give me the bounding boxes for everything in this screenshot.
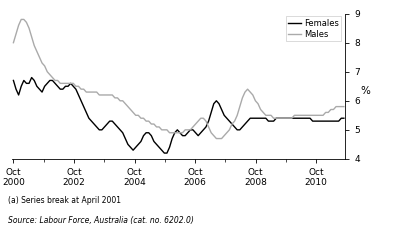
Males bbox=[136, 114, 141, 117]
Males bbox=[300, 114, 304, 117]
Females bbox=[29, 76, 34, 79]
Text: Source: Labour Force, Australia (cat. no. 6202.0): Source: Labour Force, Australia (cat. no… bbox=[8, 216, 194, 225]
Males bbox=[94, 91, 99, 94]
Females bbox=[162, 152, 167, 154]
Females bbox=[188, 128, 193, 131]
Females bbox=[331, 120, 336, 123]
Females bbox=[11, 79, 16, 82]
Males bbox=[149, 123, 154, 125]
Males bbox=[185, 128, 190, 131]
Females bbox=[149, 134, 154, 137]
Line: Females: Females bbox=[13, 78, 344, 153]
Females bbox=[94, 126, 99, 128]
Males bbox=[214, 137, 219, 140]
Females bbox=[341, 117, 346, 120]
Line: Males: Males bbox=[13, 20, 344, 138]
Females bbox=[300, 117, 304, 120]
Males bbox=[11, 41, 16, 44]
Text: (a) Series break at April 2001: (a) Series break at April 2001 bbox=[8, 196, 121, 205]
Males bbox=[341, 105, 346, 108]
Males bbox=[331, 108, 336, 111]
Males bbox=[19, 18, 23, 21]
Legend: Females, Males: Females, Males bbox=[285, 16, 341, 41]
Females bbox=[136, 143, 141, 146]
Y-axis label: %: % bbox=[361, 86, 371, 96]
